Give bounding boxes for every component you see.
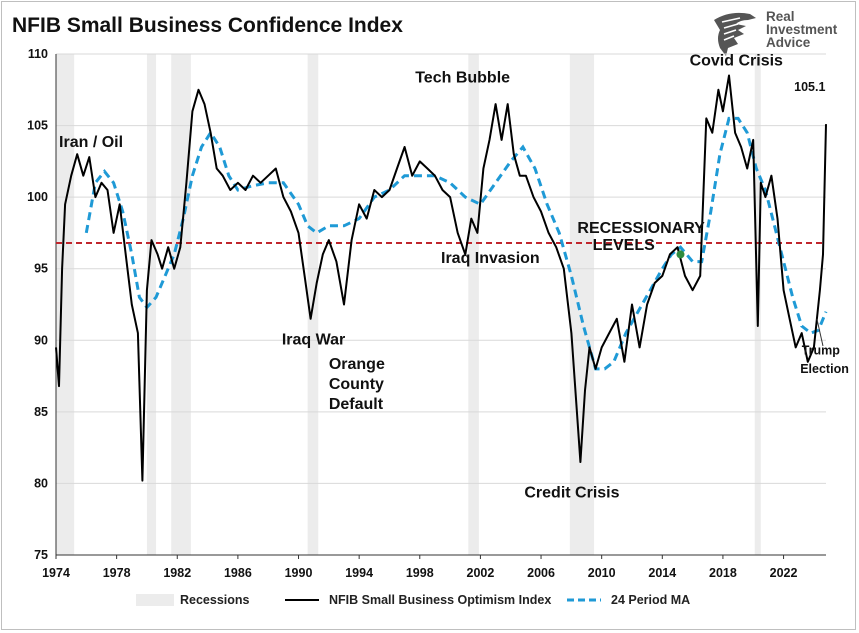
brand-text: Real Investment Advice [766, 9, 838, 50]
chart-annotation: Iran / Oil [59, 134, 123, 151]
brand-line-2: Investment [766, 22, 838, 37]
eagle-logo-icon [714, 12, 756, 56]
legend-swatch-recessions [136, 594, 174, 606]
chart-annotation: Covid Crisis [690, 52, 783, 69]
series-nfib-optimism-index [55, 74, 827, 482]
x-tick-label: 1990 [285, 566, 313, 580]
chart-annotation: RECESSIONARY [577, 220, 705, 237]
y-tick-label: 100 [27, 190, 48, 204]
chart-annotation: Tech Bubble [415, 70, 510, 87]
x-tick-labels: 1974 1978 1982 1986 1990 1994 1998 2002 2006 2010… [42, 555, 798, 580]
chart-title: NFIB Small Business Confidence Index [12, 14, 403, 37]
recession-bands [56, 54, 761, 555]
y-tick-labels: 75 80 85 90 95 100 105 110 [27, 47, 48, 562]
y-tick-label: 85 [34, 405, 48, 419]
brand-logo: Real Investment Advice [710, 8, 855, 58]
trump-election-leader-line [816, 318, 824, 347]
legend-label: 24 Period MA [611, 593, 690, 607]
brand-line-3: Advice [766, 35, 811, 50]
legend-label: Recessions [180, 593, 250, 607]
legend-label: NFIB Small Business Optimism Index [329, 593, 551, 607]
series-24-period-ma [84, 116, 828, 371]
chart-annotation: Orange [329, 356, 385, 373]
x-tick-label: 2014 [648, 566, 676, 580]
x-tick-label: 2002 [467, 566, 495, 580]
x-tick-label: 2010 [588, 566, 616, 580]
x-tick-label: 1998 [406, 566, 434, 580]
chart-annotation: LEVELS [593, 237, 656, 254]
recession-band [171, 54, 191, 555]
y-tick-label: 110 [28, 47, 48, 61]
recession-band [468, 54, 479, 555]
x-tick-label: 2006 [527, 566, 555, 580]
x-tick-label: 1986 [224, 566, 252, 580]
y-tick-label: 90 [34, 333, 48, 347]
recession-band [569, 54, 595, 555]
y-tick-label: 80 [34, 476, 48, 490]
y-tick-label: 105 [27, 119, 48, 133]
chart-annotation: County [329, 376, 384, 393]
chart-annotation: Credit Crisis [524, 485, 619, 502]
legend: Recessions NFIB Small Business Optimism I… [136, 593, 690, 607]
chart-annotation: 105.1 [794, 80, 825, 94]
x-tick-label: 2018 [709, 566, 737, 580]
x-tick-label: 1978 [103, 566, 131, 580]
x-tick-label: 2022 [770, 566, 798, 580]
x-tick-label: 1974 [42, 566, 70, 580]
annotations: Iran / Oil Iraq War Orange County Default Tec… [59, 52, 849, 501]
chart-annotation: Iraq War [282, 332, 345, 349]
chart-annotation: Default [329, 396, 384, 413]
axes [55, 54, 826, 556]
chart-annotation: Election [800, 362, 849, 376]
chart-annotation: Iraq Invasion [441, 250, 540, 267]
recession-band [56, 54, 75, 555]
chart-annotation: Trump [802, 344, 841, 358]
x-tick-label: 1982 [163, 566, 191, 580]
highlight-dot [676, 250, 685, 259]
y-tick-label: 95 [34, 262, 48, 276]
brand-line-1: Real [766, 9, 795, 24]
x-tick-label: 1994 [345, 566, 373, 580]
y-tick-label: 75 [34, 548, 48, 562]
